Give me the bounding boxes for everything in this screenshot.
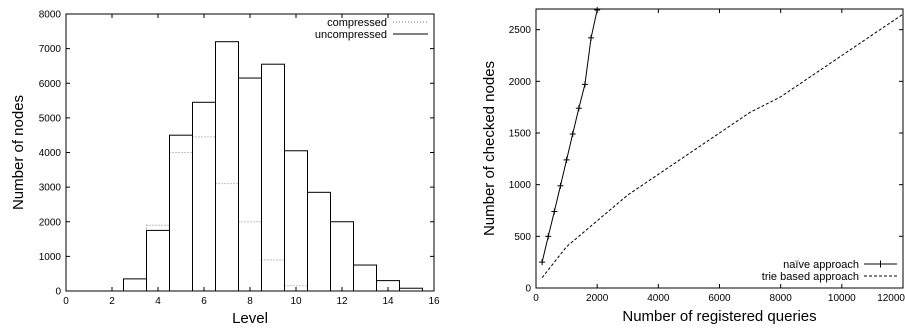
uncompressed-bar [123,278,147,292]
x-tick-label: 4000 [647,293,670,304]
uncompressed-bar [261,63,285,292]
compressed-bar [238,221,262,292]
line-chart-y-axis-label: Number of checked nodes [481,61,498,236]
compressed-bar [192,136,216,292]
naive-approach-line [541,9,598,263]
naive-approach-point [581,81,588,88]
y-tick-label: 0 [55,287,61,298]
line-chart-axis-ticks: 0 2000 4000 6000 8000 10000 12000 0 500 1000 1500 2… [509,9,905,304]
y-tick-label: 500 [514,232,531,243]
x-tick-label: 8000 [770,293,793,304]
compressed-bar [261,259,285,292]
histogram-axis-ticks: 0 2 4 6 8 10 12 14 16 0 1000 2000 3000 4000 5000 6000 70… [39,10,440,308]
naive-approach-point [563,156,570,163]
naive-approach-point [575,105,582,112]
y-tick-label: 4000 [39,148,62,159]
y-tick-label: 2500 [509,25,532,36]
histogram-x-axis-label: Level [232,310,268,327]
naive-approach-point [557,182,564,189]
x-tick-label: 4 [155,296,161,307]
uncompressed-bars [123,41,423,292]
x-tick-label: 2 [109,296,115,307]
histogram-legend: compressed uncompressed [315,17,428,41]
y-tick-label: 0 [525,284,531,295]
naive-approach-point [594,7,601,14]
y-tick-label: 2000 [39,217,62,228]
x-tick-label: 12000 [877,293,905,304]
line-chart-x-axis-label: Number of registered queries [622,308,816,325]
compressed-bar [169,152,193,292]
legend-trie-label: trie based approach [762,271,859,283]
y-tick-label: 1500 [509,129,532,140]
compressed-bar [146,224,170,292]
y-tick-label: 6000 [39,79,62,90]
x-tick-label: 14 [382,296,394,307]
uncompressed-bar [238,77,262,292]
naive-approach-point [539,259,546,266]
naive-approach-point [569,131,576,138]
uncompressed-bar [307,191,331,292]
y-tick-label: 7000 [39,44,62,55]
x-tick-label: 10 [290,296,302,307]
x-tick-label: 0 [63,296,69,307]
legend-compressed-label: compressed [327,17,387,29]
histogram-y-axis-label: Number of nodes [10,95,27,210]
uncompressed-bar [284,150,308,292]
naive-approach-point [588,34,595,41]
x-tick-label: 0 [533,293,539,304]
x-tick-label: 12 [336,296,348,307]
x-tick-label: 10000 [828,293,856,304]
x-tick-label: 16 [428,296,440,307]
uncompressed-bar [169,134,193,292]
y-tick-label: 5000 [39,113,62,124]
compressed-bar [215,183,239,292]
histogram-chart: 0 2 4 6 8 10 12 14 16 0 1000 2000 3000 4000 5000 6000 70… [10,10,440,328]
legend-naive-label: naïve approach [783,259,859,271]
uncompressed-bar [330,221,354,292]
legend-naive-marker [877,260,884,268]
x-tick-label: 6000 [708,293,731,304]
y-tick-label: 1000 [39,252,62,263]
uncompressed-bar [353,264,377,292]
y-tick-label: 8000 [39,10,62,21]
x-tick-label: 8 [247,296,253,307]
legend-uncompressed-label: uncompressed [315,29,387,41]
line-chart-legend: naïve approach trie based approach [762,259,897,283]
uncompressed-bar [215,41,239,292]
line-chart-plot-frame [535,8,904,289]
x-tick-label: 2000 [586,293,609,304]
uncompressed-bar [146,229,170,292]
compressed-bars [146,136,308,292]
y-tick-label: 3000 [39,183,62,194]
x-tick-label: 6 [201,296,207,307]
trie-based-approach-line [541,13,904,278]
uncompressed-bar [192,101,216,292]
line-chart-series [539,7,904,278]
line-chart: 0 2000 4000 6000 8000 10000 12000 0 500 1000 1500 2… [481,7,905,325]
y-tick-label: 1000 [509,180,532,191]
naive-approach-point [545,233,552,240]
histogram-plot-frame [65,13,435,292]
y-tick-label: 2000 [509,77,532,88]
naive-approach-point [551,208,558,215]
